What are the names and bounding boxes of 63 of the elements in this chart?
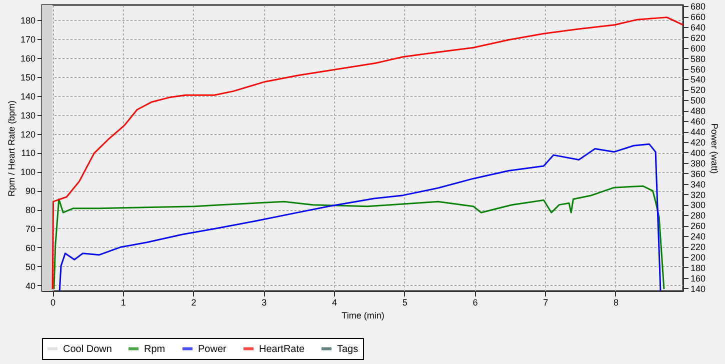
y2-tick-label: 400 <box>690 148 706 158</box>
y2-tick-label: 640 <box>690 22 706 32</box>
y-tick-label: 130 <box>20 110 36 120</box>
y2-tick-label: 320 <box>690 190 706 200</box>
y2-tick-label: 480 <box>690 106 706 116</box>
y2-tick-label: 200 <box>690 252 706 263</box>
y2-tick-label: 300 <box>690 200 706 210</box>
y2-tick-label: 260 <box>690 221 706 232</box>
y-tick-label: 160 <box>20 54 36 64</box>
y2-tick-label: 460 <box>690 116 706 127</box>
y2-tick-label: 420 <box>690 137 706 148</box>
y2-tick-label: 680 <box>690 2 706 12</box>
x-tick-label: 5 <box>402 298 408 308</box>
y-tick-label: 100 <box>20 167 36 178</box>
x-axis-title: Time (min) <box>342 310 384 320</box>
legend-label: Power <box>198 344 228 355</box>
y2-tick-label: 180 <box>690 262 706 273</box>
line-series <box>53 185 665 290</box>
y-tick-label: 40 <box>25 280 36 291</box>
y2-tick-label: 660 <box>690 12 706 22</box>
legend-label: HeartRate <box>259 344 306 355</box>
y-tick-label: 110 <box>21 148 36 158</box>
y-tick-label: 60 <box>25 242 36 253</box>
x-tick-label: 3 <box>262 298 267 308</box>
x-tick-label: 1 <box>120 298 126 308</box>
y2-tick-label: 160 <box>690 273 706 284</box>
y-tick-label: 120 <box>20 129 36 140</box>
y2-tick-label: 520 <box>690 85 706 96</box>
x-tick-label: 4 <box>332 298 338 308</box>
y-axis-title: Rpm / Heart Rate (bpm) <box>6 100 16 197</box>
x-tick-label: 7 <box>543 298 548 308</box>
y2-tick-label: 540 <box>690 74 706 85</box>
y-tick-label: 140 <box>20 91 36 102</box>
legend-label: Tags <box>337 344 358 355</box>
x-tick-label: 6 <box>472 298 478 308</box>
y2-tick-label: 340 <box>690 179 706 190</box>
y2-tick-label: 600 <box>690 43 706 54</box>
y2-tick-label: 240 <box>690 232 706 242</box>
y2-tick-label: 560 <box>690 64 706 74</box>
y-tick-label: 50 <box>25 262 36 272</box>
legend-label: Cool Down <box>63 344 112 355</box>
y2-tick-label: 140 <box>690 284 706 294</box>
y-tick-label: 170 <box>20 34 36 45</box>
y2-tick-label: 220 <box>690 242 706 252</box>
line-series <box>52 16 683 290</box>
y2-tick-label: 620 <box>690 32 706 43</box>
y2-tick-label: 380 <box>690 158 706 168</box>
y2-tick-label: 360 <box>690 168 706 179</box>
y-tick-label: 90 <box>25 186 36 196</box>
y-tick-label: 150 <box>20 72 36 82</box>
y-tick-label: 70 <box>25 224 36 234</box>
y2-axis-title: Power (watt) <box>710 123 720 174</box>
y2-tick-label: 280 <box>690 210 706 221</box>
y2-tick-label: 500 <box>690 96 706 106</box>
y-tick-label: 80 <box>25 205 36 216</box>
y2-tick-label: 440 <box>690 127 706 138</box>
x-tick-label: 8 <box>613 298 618 308</box>
line-series <box>58 143 662 291</box>
x-tick-label: 2 <box>191 298 196 308</box>
x-tick-label: 0 <box>50 298 56 308</box>
y2-tick-label: 580 <box>690 54 706 64</box>
legend-label: Rpm <box>144 344 166 355</box>
y-tick-label: 180 <box>20 16 36 26</box>
